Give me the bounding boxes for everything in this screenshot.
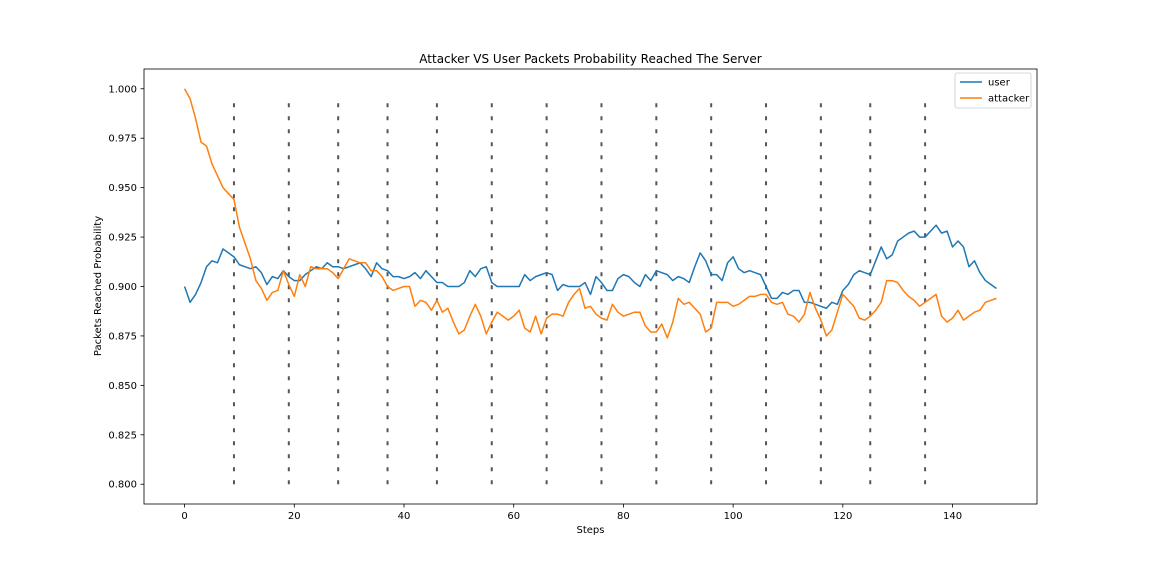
x-tick-label-2: 40 — [398, 511, 411, 522]
y-tick-label-4: 0.900 — [108, 282, 137, 293]
x-axis-title: Steps — [577, 525, 605, 536]
y-tick-label-7: 0.975 — [108, 134, 137, 145]
series-line-attacker — [183, 88, 997, 339]
y-tick-label-6: 0.950 — [108, 183, 137, 194]
x-tick-label-6: 120 — [833, 511, 852, 522]
x-tick-label-0: 0 — [181, 511, 187, 522]
y-tick-label-0: 0.800 — [108, 480, 137, 491]
y-tick-label-8: 1.000 — [108, 84, 137, 95]
y-tick-label-1: 0.825 — [108, 430, 137, 441]
chart-title: Attacker VS User Packets Probability Rea… — [419, 52, 761, 66]
plot-area: 0 20 40 60 80 100 120 140 0.800 0.825 0.850 0.875 0.… — [108, 68, 1038, 522]
y-tick-label-2: 0.850 — [108, 381, 137, 392]
x-tick-label-5: 100 — [724, 511, 743, 522]
y-tick-label-3: 0.875 — [108, 331, 137, 342]
y-axis-title: Packets Reached Probability — [93, 216, 104, 356]
legend-label-user: user — [988, 78, 1011, 89]
x-tick-label-3: 60 — [507, 511, 520, 522]
x-tick-label-4: 80 — [617, 511, 630, 522]
y-tick-label-5: 0.925 — [108, 233, 137, 244]
legend: user attacker — [954, 72, 1032, 109]
x-tick-label-7: 140 — [943, 511, 962, 522]
x-tick-label-1: 20 — [288, 511, 301, 522]
legend-label-attacker: attacker — [988, 94, 1030, 105]
